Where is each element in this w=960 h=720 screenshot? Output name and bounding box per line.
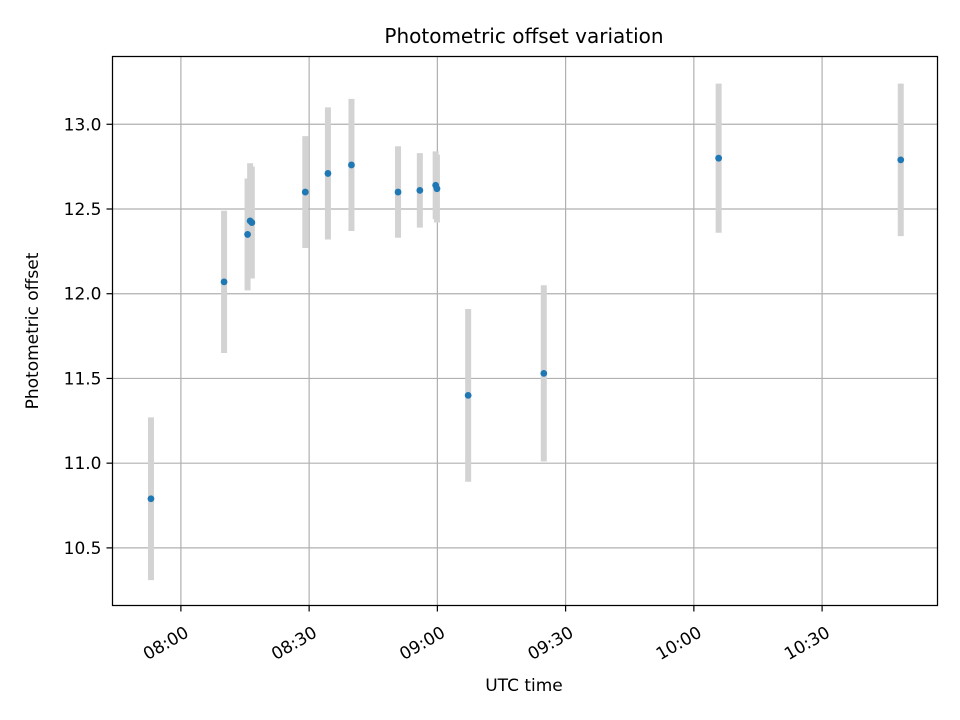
data-point — [416, 186, 424, 194]
x-axis-ticks: 08:00 08:30 09:00 09:30 10:00 10:30 — [140, 605, 834, 665]
y-tick-label: 11.5 — [64, 369, 102, 389]
x-axis-label: UTC time — [485, 676, 563, 696]
x-tick-label: 08:30 — [268, 623, 320, 665]
data-point — [464, 391, 472, 399]
x-tick-label: 09:00 — [396, 623, 448, 665]
data-point — [897, 156, 905, 164]
data-point — [147, 495, 155, 503]
data-point — [540, 369, 548, 377]
data-point — [348, 161, 355, 169]
y-axis-label: Photometric offset — [23, 252, 43, 409]
data-point — [433, 185, 441, 193]
x-tick-label: 10:30 — [781, 623, 833, 665]
data-point — [301, 188, 309, 196]
data-point — [394, 188, 402, 196]
error-bars — [147, 83, 904, 581]
data-point — [324, 170, 332, 177]
data-point — [244, 231, 251, 238]
data-point — [248, 219, 256, 226]
data-point — [715, 154, 723, 162]
y-axis-ticks: 10.5 11.0 11.5 12.0 12.5 13.0 — [64, 115, 113, 559]
x-tick-label: 10:00 — [653, 623, 705, 665]
chart-title: Photometric offset variation — [384, 24, 663, 48]
y-tick-label: 10.5 — [64, 539, 102, 559]
data-point — [220, 278, 228, 286]
grid-lines — [112, 56, 938, 606]
y-tick-label: 13.0 — [64, 115, 102, 135]
x-tick-label: 08:00 — [140, 623, 192, 665]
data-points — [147, 154, 905, 503]
y-tick-label: 12.0 — [64, 285, 102, 305]
y-tick-label: 12.5 — [64, 200, 102, 220]
plot-area-frame — [111, 55, 939, 607]
y-tick-label: 11.0 — [64, 454, 102, 474]
x-tick-label: 09:30 — [525, 623, 577, 665]
